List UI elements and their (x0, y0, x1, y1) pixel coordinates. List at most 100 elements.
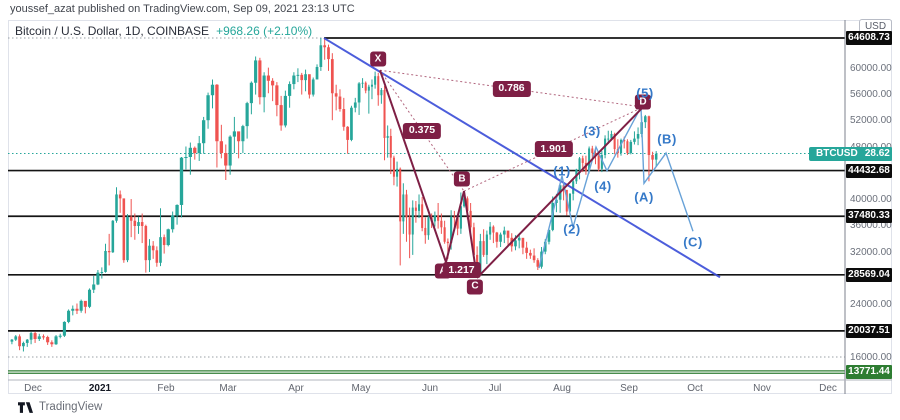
candle-body (197, 143, 201, 154)
elliott-wave-label-b[interactable]: (B) (657, 131, 677, 147)
candle-body (651, 155, 654, 160)
candle-body (396, 168, 399, 177)
candle-body (433, 215, 436, 222)
price-tick-label: 56000.00 (850, 89, 892, 101)
candle-body (162, 237, 166, 246)
candle-body (122, 198, 126, 261)
time-axis-label: Dec (819, 383, 837, 394)
candle-body (514, 240, 517, 247)
wave-projection-zigzag[interactable] (538, 104, 694, 269)
candle-body (118, 194, 122, 199)
candle-body (271, 80, 275, 86)
candle-body (482, 241, 485, 255)
candle-body (633, 138, 636, 142)
candle-body (421, 204, 424, 228)
candle-body (581, 158, 584, 163)
candle-body (547, 229, 551, 242)
candle-body (275, 85, 279, 106)
candle-body (367, 86, 370, 91)
candle-body (469, 210, 472, 228)
candle-body (623, 139, 626, 142)
candle-body (499, 234, 502, 242)
candle-body (408, 217, 411, 235)
pattern-ratio-label[interactable]: 1.901 (534, 141, 573, 158)
time-axis-label: Aug (553, 383, 571, 394)
candle-body (346, 126, 349, 140)
candle-body (71, 308, 75, 311)
candle-body (626, 141, 629, 154)
candle-body (308, 74, 311, 95)
pattern-ratio-label[interactable]: 1.217 (442, 262, 481, 278)
candle-body (578, 158, 581, 170)
time-axis-label: Jul (488, 383, 502, 394)
elliott-wave-label-c[interactable]: (C) (683, 234, 703, 250)
pattern-ratio-line[interactable] (379, 69, 644, 108)
candle-body (115, 194, 118, 221)
candle-body (629, 141, 633, 154)
candle-body (254, 60, 258, 83)
time-axis-label: Nov (753, 383, 771, 394)
price-change: +968.26 (+2.10%) (216, 24, 313, 38)
candle-body (350, 107, 353, 140)
time-axis-label: Dec (24, 383, 42, 394)
candle-body (450, 216, 453, 244)
candle-body (414, 207, 417, 211)
pattern-point-label-c[interactable]: C (466, 279, 484, 295)
pattern-ratio-label[interactable]: 0.375 (402, 122, 442, 139)
pattern-ratio-label[interactable]: 0.786 (492, 80, 531, 97)
elliott-wave-label-5[interactable]: (5) (636, 85, 654, 101)
price-tick-label: 36000.00 (850, 220, 892, 232)
candle-body (288, 84, 292, 96)
candle-body (245, 103, 249, 127)
candle-body (296, 74, 300, 76)
elliott-wave-label-1[interactable]: (1) (553, 163, 571, 179)
candle-body (18, 336, 21, 347)
candle-body (58, 335, 62, 337)
candle-body (25, 339, 29, 343)
candle-body (446, 241, 449, 244)
candle-body (647, 116, 651, 156)
candle-body (485, 234, 488, 255)
candle-body (525, 247, 528, 253)
candle-body (521, 237, 525, 248)
candle-body (87, 289, 92, 307)
candle-body (443, 227, 446, 242)
elliott-wave-label-3[interactable]: (3) (583, 123, 601, 139)
time-axis-label: Feb (157, 383, 175, 394)
candle-body (323, 45, 327, 48)
candle-body (463, 198, 466, 207)
tradingview-logo-icon[interactable] (18, 401, 33, 413)
elliott-wave-label-2[interactable]: (2) (563, 221, 581, 237)
candle-body (201, 120, 206, 144)
candle-body (380, 89, 383, 96)
candle-body (532, 255, 536, 261)
candle-body (279, 105, 283, 126)
pattern-point-label-b[interactable]: B (453, 171, 471, 187)
candle-body (489, 226, 492, 235)
candle-body (107, 250, 111, 253)
candle-body (427, 217, 430, 236)
elliott-wave-label-4[interactable]: (4) (594, 178, 612, 194)
brand-text[interactable]: TradingView (39, 401, 103, 413)
pattern-leg-line[interactable] (445, 190, 465, 263)
candle-body (232, 131, 236, 137)
candle-body (155, 250, 159, 263)
candle-body (418, 204, 421, 211)
price-level-label: 20037.51 (846, 323, 892, 338)
candle-body (357, 83, 361, 103)
candle-body (170, 215, 175, 230)
descending-trendline[interactable] (323, 37, 721, 279)
pattern-point-label-d[interactable]: D (634, 94, 652, 110)
candle-body (392, 157, 395, 177)
pattern-leg-line[interactable] (379, 69, 447, 263)
pattern-point-label-x[interactable]: X (370, 51, 386, 67)
candle-body (175, 204, 179, 216)
candle-body (330, 59, 334, 94)
pattern-ratio-line[interactable] (463, 106, 644, 192)
price-tick-label: 32000.00 (850, 246, 892, 258)
pattern-leg-line[interactable] (476, 106, 644, 279)
candle-body (594, 153, 597, 156)
elliott-wave-label-a[interactable]: (A) (634, 189, 654, 205)
